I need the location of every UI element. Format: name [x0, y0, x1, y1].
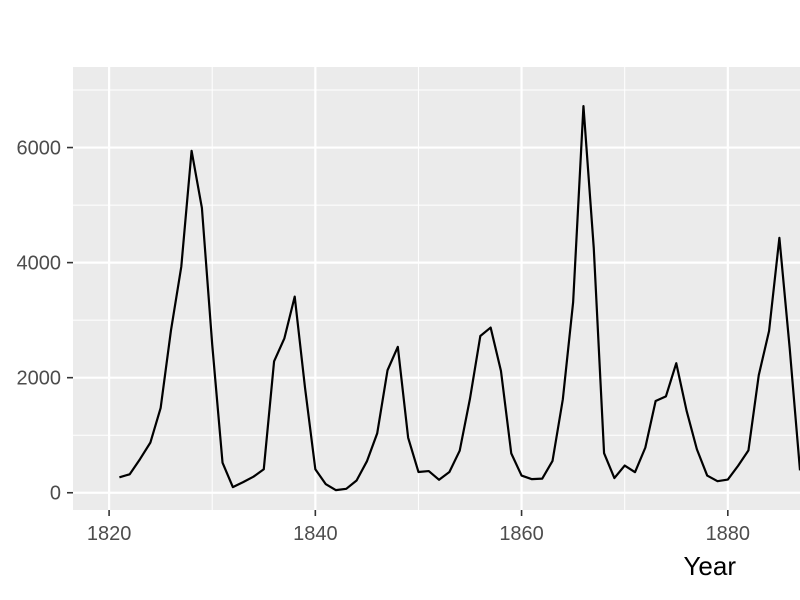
plot-panel [73, 67, 800, 510]
y-tick-label: 4000 [17, 253, 62, 275]
x-tick-label: 1880 [706, 523, 751, 545]
x-axis-title: Year [683, 551, 736, 581]
y-tick-label: 6000 [17, 138, 62, 160]
y-axis: 0 2000 4000 6000 [17, 138, 73, 505]
x-tick-label: 1820 [87, 523, 132, 545]
series-layer [119, 104, 800, 492]
x-tick-label: 1840 [293, 523, 338, 545]
x-tick-label: 1860 [499, 523, 544, 545]
y-tick-label: 2000 [17, 368, 62, 390]
minor-gridlines [73, 67, 800, 510]
y-tick-label: 0 [50, 483, 61, 505]
x-axis: 1820 1840 1860 1880 [87, 510, 750, 545]
series-line [119, 104, 800, 492]
